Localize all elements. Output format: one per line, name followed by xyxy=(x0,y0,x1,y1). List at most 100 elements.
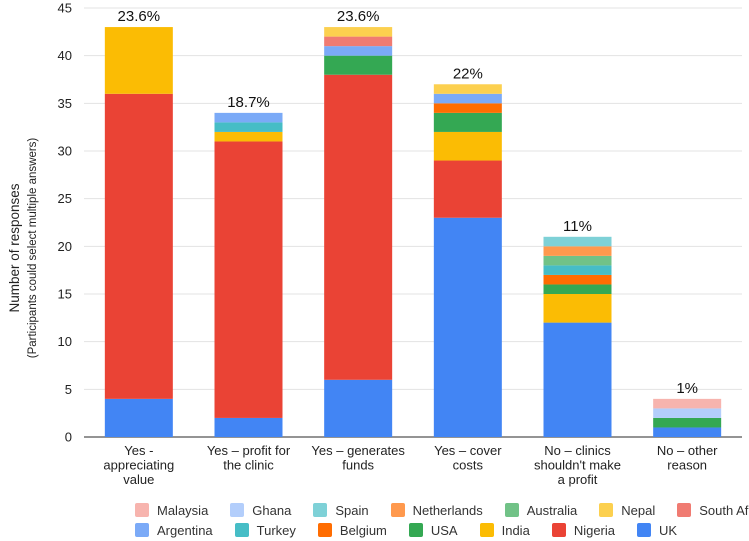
percent-label: 23.6% xyxy=(337,8,380,25)
y-tick-label: 30 xyxy=(58,144,72,159)
bar-segment-spain xyxy=(543,236,612,247)
legend-label: Argentina xyxy=(157,523,213,538)
y-tick-label: 45 xyxy=(58,1,72,16)
bar-stack xyxy=(324,27,393,437)
y-tick-label: 20 xyxy=(58,239,72,254)
legend-swatch xyxy=(390,503,405,517)
y-tick-label: 15 xyxy=(58,287,72,302)
legend-swatch xyxy=(313,503,328,517)
bar-segment-usa xyxy=(653,417,722,428)
category-label-line: costs xyxy=(453,458,484,473)
legend-item-nepal: Nepal xyxy=(599,503,655,518)
legend-item-india: India xyxy=(479,523,530,538)
category-label-line: No – clinics xyxy=(544,443,611,458)
legend-item-malaysia: Malaysia xyxy=(135,503,208,518)
bar-segment-australia xyxy=(543,255,612,266)
legend-label: UK xyxy=(659,523,678,538)
bar-segment-belgium xyxy=(543,274,612,285)
legend-label: Spain xyxy=(335,503,369,518)
bar-segment-nigeria xyxy=(433,160,502,218)
gridlines xyxy=(84,7,742,438)
legend-label: Nepal xyxy=(621,503,656,518)
bar-stack xyxy=(214,112,283,437)
legend-swatch xyxy=(230,503,245,517)
category-label-line: value xyxy=(123,472,154,487)
legend-swatch xyxy=(234,523,249,537)
category-label-line: reason xyxy=(667,458,707,473)
bar-stack xyxy=(543,236,612,437)
category-label-line: Yes – cover xyxy=(434,443,502,458)
legend-swatch xyxy=(551,523,566,537)
legend-item-south-africa: South Africa xyxy=(677,503,749,518)
legend-item-argentina: Argentina xyxy=(135,523,213,538)
y-axis-sublabel: (Participants could select multiple answ… xyxy=(27,138,39,359)
bar-segment-nigeria xyxy=(104,93,173,399)
bar-segment-uk xyxy=(653,427,722,437)
legend-item-australia: Australia xyxy=(504,503,577,518)
legend-label: Ghana xyxy=(252,503,292,518)
bars xyxy=(104,27,722,437)
category-label-line: Yes – profit for xyxy=(207,443,291,458)
bar-segment-argentina xyxy=(214,112,283,123)
legend-swatch xyxy=(135,523,149,537)
y-axis-ticks: 0 5 10 15 20 25 30 35 40 45 xyxy=(58,1,72,445)
bar-segment-turkey xyxy=(214,122,283,132)
legend-swatch xyxy=(504,503,519,517)
bar-segment-nepal xyxy=(433,84,502,94)
legend-label: India xyxy=(501,523,530,538)
legend-item-turkey: Turkey xyxy=(234,523,296,538)
legend-item-netherlands: Netherlands xyxy=(390,503,483,518)
bar-segment-uk xyxy=(433,217,502,437)
bar-segment-argentina xyxy=(324,46,393,56)
bar-segment-belgium xyxy=(433,103,502,113)
legend-row-1: Malaysia Ghana Spain Netherlands Australia Ne… xyxy=(135,503,749,518)
bar-stack xyxy=(433,84,502,437)
bar-segment-india xyxy=(543,294,612,323)
category-label-line: appreciating xyxy=(103,458,174,473)
legend-label: South Africa xyxy=(699,503,749,518)
category-label-line: Yes – generates xyxy=(311,443,405,458)
legend-swatch xyxy=(677,503,692,517)
percent-label: 23.6% xyxy=(118,8,161,25)
bar-segment-india xyxy=(433,131,502,161)
legend-label: Turkey xyxy=(256,523,296,538)
legend-swatch xyxy=(317,523,332,537)
bar-segment-uk xyxy=(543,322,612,437)
bar-segment-usa xyxy=(543,284,612,294)
y-tick-label: 40 xyxy=(58,48,72,63)
bar-segment-netherlands xyxy=(543,246,612,256)
bar-segment-malaysia xyxy=(653,398,722,409)
legend-label: Netherlands xyxy=(412,503,483,518)
category-label-line: shouldn't make xyxy=(534,458,621,473)
bar-stack xyxy=(104,27,173,437)
category-label-line: Yes - xyxy=(124,443,153,458)
category-label-line: funds xyxy=(342,458,374,473)
legend-swatch xyxy=(637,523,651,537)
bar-stack xyxy=(653,398,722,437)
legend-item-nigeria: Nigeria xyxy=(551,523,615,538)
bar-segment-turkey xyxy=(543,265,612,275)
bar-segment-india xyxy=(214,131,283,142)
legend-swatch xyxy=(135,503,149,517)
percent-label: 11% xyxy=(563,218,592,235)
bar-segment-uk xyxy=(324,379,393,437)
y-tick-label: 5 xyxy=(65,382,72,397)
legend-swatch xyxy=(599,503,614,517)
percent-label: 18.7% xyxy=(227,94,270,111)
legend-label: Nigeria xyxy=(573,523,615,538)
y-axis-title: Number of responses (Participants could … xyxy=(7,138,39,359)
category-label-line: the clinic xyxy=(223,458,274,473)
legend-item-uk: UK xyxy=(637,523,677,538)
y-tick-label: 10 xyxy=(58,334,72,349)
legend-item-belgium: Belgium xyxy=(317,523,387,538)
legend-label: Malaysia xyxy=(157,503,209,518)
bar-segment-usa xyxy=(433,112,502,132)
bar-segment-nepal xyxy=(324,27,393,37)
legend-item-usa: USA xyxy=(408,523,458,538)
